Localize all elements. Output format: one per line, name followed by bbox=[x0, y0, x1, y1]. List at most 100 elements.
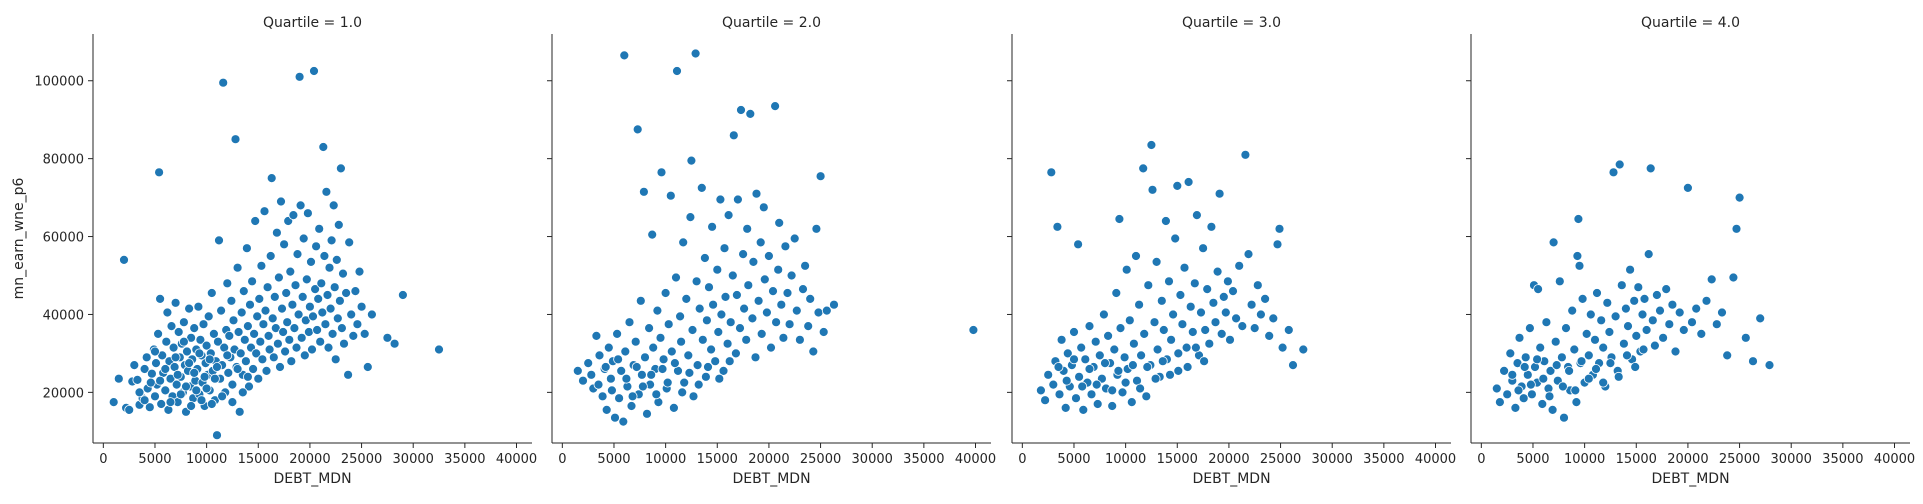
data-point bbox=[1181, 342, 1192, 353]
data-point bbox=[191, 385, 202, 396]
data-point bbox=[166, 321, 177, 332]
data-point bbox=[277, 303, 287, 314]
data-point bbox=[647, 229, 658, 240]
data-point bbox=[1610, 311, 1621, 322]
data-point bbox=[1696, 328, 1707, 339]
data-point bbox=[747, 313, 758, 324]
data-point bbox=[1701, 295, 1712, 306]
data-point bbox=[261, 365, 272, 376]
data-point bbox=[178, 336, 189, 347]
data-point bbox=[684, 367, 695, 378]
data-point bbox=[1109, 344, 1120, 355]
x-tick-label: 15000 bbox=[238, 452, 279, 467]
data-point bbox=[1519, 362, 1530, 372]
data-point bbox=[666, 346, 677, 357]
data-point bbox=[327, 328, 338, 339]
data-point bbox=[184, 358, 195, 369]
data-point bbox=[694, 303, 705, 314]
data-point bbox=[676, 336, 686, 347]
data-point bbox=[671, 272, 681, 283]
data-point bbox=[1559, 412, 1569, 423]
data-point bbox=[755, 237, 766, 248]
data-point bbox=[312, 325, 323, 335]
data-point bbox=[1103, 330, 1113, 341]
data-point bbox=[1674, 307, 1685, 318]
data-point bbox=[301, 274, 312, 285]
data-point bbox=[213, 336, 223, 347]
data-point bbox=[262, 282, 273, 293]
x-tick-label: 10000 bbox=[1564, 452, 1605, 467]
data-point bbox=[356, 301, 367, 312]
data-point bbox=[1283, 325, 1294, 335]
x-tick-label: 25000 bbox=[341, 452, 382, 467]
data-point bbox=[1558, 381, 1568, 392]
data-point bbox=[1583, 350, 1594, 361]
data-point bbox=[307, 344, 317, 355]
data-point bbox=[1590, 334, 1600, 345]
data-point bbox=[1581, 328, 1592, 339]
x-tick-label: 0 bbox=[558, 452, 566, 467]
data-point bbox=[271, 227, 282, 238]
data-point bbox=[269, 291, 280, 302]
data-point bbox=[739, 303, 749, 314]
data-point bbox=[297, 291, 308, 302]
data-point bbox=[1054, 389, 1065, 400]
y-tick-label: 80000 bbox=[43, 153, 84, 168]
x-axis-label: DEBT_MDN bbox=[1192, 471, 1270, 487]
data-point bbox=[150, 346, 160, 357]
data-point bbox=[1298, 344, 1309, 355]
data-point bbox=[1228, 286, 1238, 297]
data-point bbox=[173, 327, 184, 337]
data-point bbox=[651, 389, 662, 400]
data-point bbox=[294, 71, 305, 82]
data-point bbox=[348, 330, 359, 341]
data-point bbox=[268, 352, 279, 363]
data-point bbox=[821, 305, 832, 316]
data-point bbox=[253, 373, 264, 384]
data-point bbox=[1036, 385, 1046, 396]
data-point bbox=[265, 251, 276, 261]
x-tick-label: 40000 bbox=[496, 452, 537, 467]
data-point bbox=[572, 365, 583, 376]
data-point bbox=[1168, 309, 1178, 320]
data-point bbox=[175, 389, 186, 400]
data-point bbox=[1625, 264, 1635, 275]
data-point bbox=[1288, 360, 1298, 371]
data-point bbox=[1074, 371, 1084, 382]
data-point bbox=[753, 295, 764, 306]
data-point bbox=[601, 404, 612, 415]
data-point bbox=[1711, 319, 1722, 330]
data-point bbox=[113, 373, 124, 384]
data-point bbox=[745, 109, 756, 119]
x-tick-label: 15000 bbox=[697, 452, 738, 467]
data-point bbox=[182, 346, 192, 357]
data-point bbox=[697, 334, 708, 345]
data-point bbox=[813, 307, 824, 318]
data-point bbox=[774, 217, 785, 228]
data-point bbox=[818, 327, 829, 337]
data-point bbox=[382, 332, 393, 343]
data-point bbox=[315, 336, 326, 347]
data-point bbox=[257, 354, 268, 365]
data-point bbox=[626, 401, 637, 411]
x-tick-label: 35000 bbox=[1822, 452, 1863, 467]
x-tick-label: 10000 bbox=[1105, 452, 1146, 467]
data-point bbox=[771, 317, 781, 328]
data-point bbox=[155, 375, 166, 386]
data-point bbox=[339, 338, 349, 349]
data-point bbox=[217, 391, 228, 402]
data-point bbox=[189, 323, 200, 334]
data-point bbox=[249, 328, 260, 339]
data-point bbox=[795, 334, 805, 345]
data-point bbox=[245, 299, 255, 310]
data-point bbox=[1225, 334, 1235, 345]
data-point bbox=[1149, 317, 1160, 328]
data-point bbox=[1173, 348, 1184, 359]
data-point bbox=[1633, 282, 1644, 293]
data-point bbox=[1548, 237, 1559, 248]
data-point bbox=[1086, 389, 1097, 400]
x-tick-label: 20000 bbox=[289, 452, 330, 467]
data-point bbox=[1643, 249, 1654, 260]
data-point bbox=[707, 221, 717, 232]
data-point bbox=[644, 323, 654, 334]
